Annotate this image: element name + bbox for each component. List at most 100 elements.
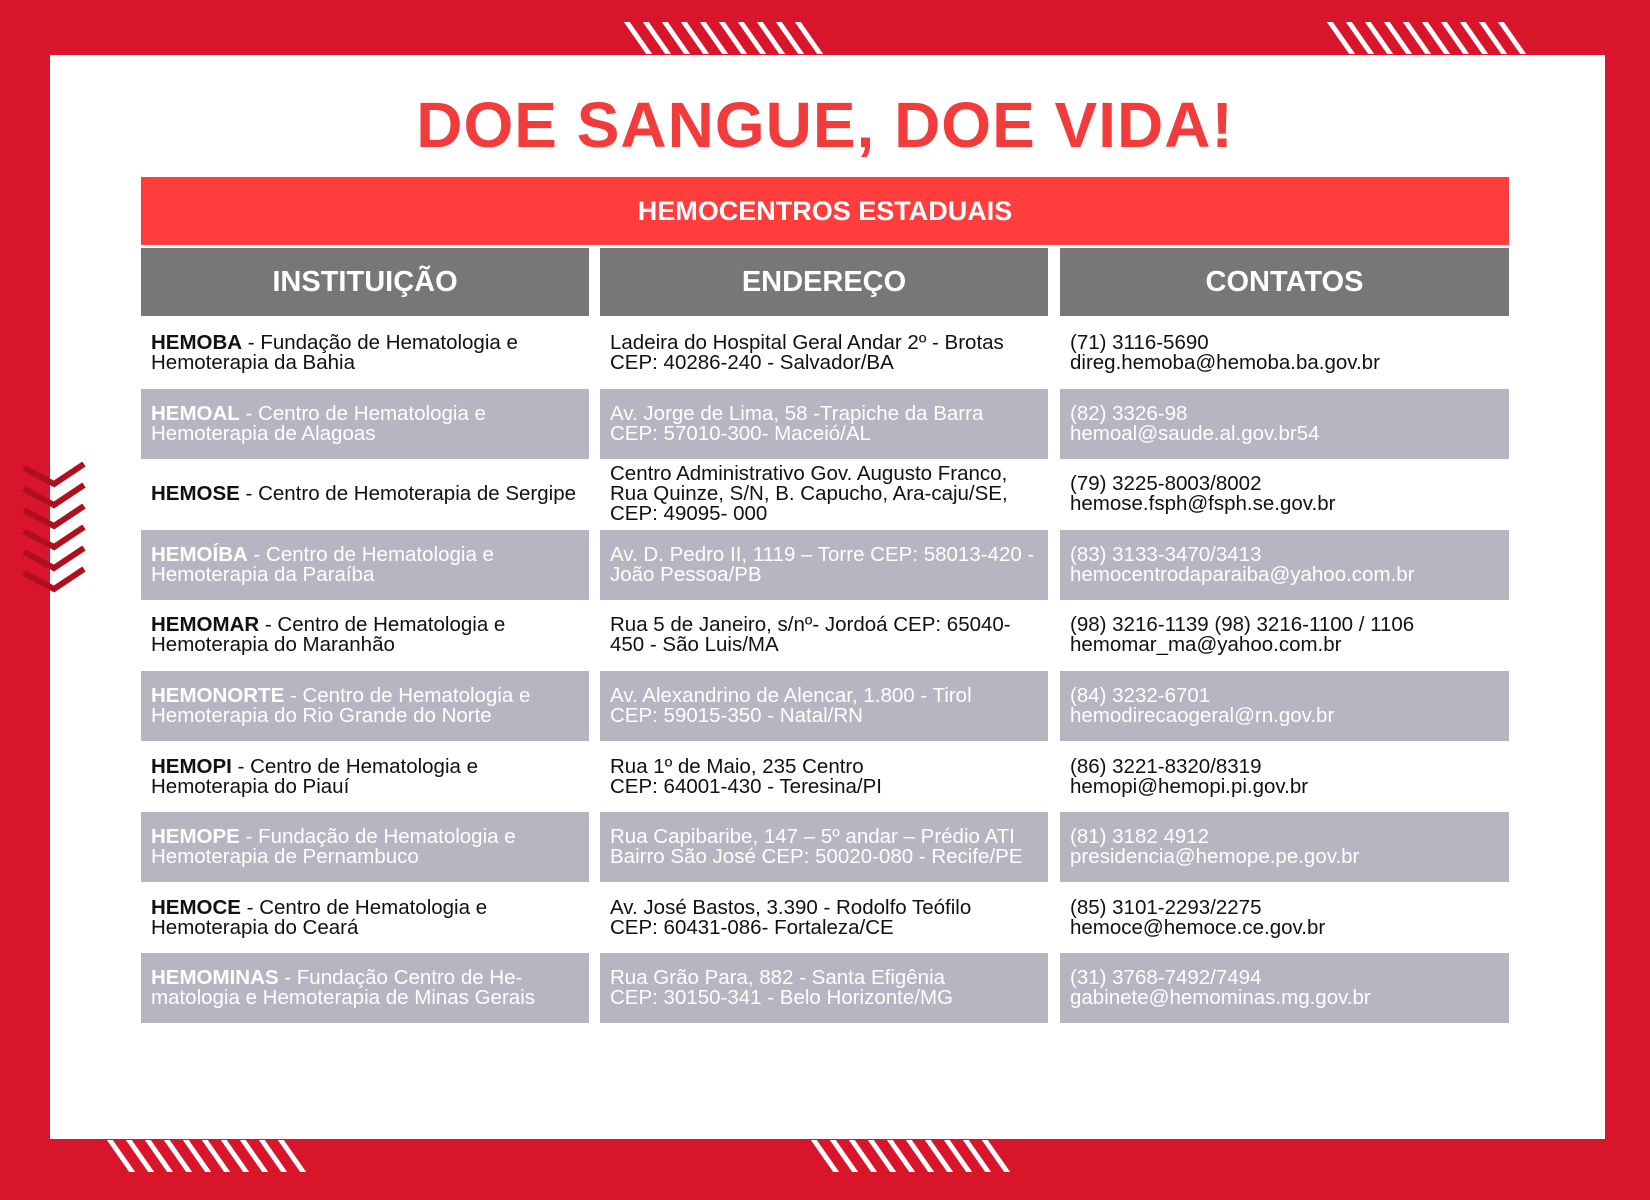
contact-phone: (79) 3225-8003/8002 <box>1070 472 1262 496</box>
contact-email: hemodirecaogeral@rn.gov.br <box>1070 704 1335 727</box>
decorative-chevrons <box>20 461 90 602</box>
contact-phone: (84) 3232-6701 <box>1070 684 1211 707</box>
contacts-cell: (86) 3221-8320/8319 hemopi@hemopi.pi.gov.… <box>1060 742 1509 812</box>
institution-name: - Fundação de Hematologia e Hemoterapia … <box>151 825 516 869</box>
contacts-cell: (81) 3182 4912 presidencia@hemope.pe.gov.… <box>1060 812 1509 883</box>
contact-phone: (31) 3768-7492/7494 <box>1070 966 1262 990</box>
contacts-cell: (71) 3116-5690 direg.hemoba@hemoba.ba.gov… <box>1060 318 1509 388</box>
address-cell: Av. Jorge de Lima, 58 -Trapiche da Barra… <box>600 388 1048 459</box>
institution-cell: HEMOSE - Centro de Hemoterapia de Sergip… <box>141 459 589 529</box>
address-line: CEP: 60431-086- Fortaleza/CE <box>610 915 894 939</box>
institution-text: HEMOPE - Fundação de Hematologia e Hemot… <box>151 825 579 869</box>
institution-name: - Fundação de Hematologia e Hemoterapia … <box>151 331 518 374</box>
institution-name: - Centro de Hemoterapia de Sergipe <box>239 482 577 506</box>
institution-abbr: HEMOBA <box>151 331 243 354</box>
contact-email: hemocentrodaparaiba@yahoo.com.br <box>1070 562 1415 586</box>
address-line: Av. Jorge de Lima, 58 -Trapiche da Barra <box>610 401 984 425</box>
address-line: CEP: 30150-341 - Belo Horizonte/MG <box>610 986 953 1010</box>
address-cell: Ladeira do Hospital Geral Andar 2º - Bro… <box>600 318 1048 388</box>
section-banner: HEMOCENTROS ESTADUAIS <box>141 177 1509 245</box>
contact-phone: (82) 3326-98 <box>1070 401 1188 425</box>
contact-email: presidencia@hemope.pe.gov.br <box>1070 845 1360 869</box>
contacts-cell: (84) 3232-6701 hemodirecaogeral@rn.gov.br <box>1060 671 1509 741</box>
institution-name: - Fundação Centro de He-matologia e Hemo… <box>151 966 535 1010</box>
institution-abbr: HEMOMAR <box>151 613 260 637</box>
contacts-cell: (85) 3101-2293/2275 hemoce@hemoce.ce.gov.… <box>1060 883 1509 953</box>
contacts-cell: (82) 3326-98 hemoal@saude.al.gov.br54 <box>1060 388 1509 459</box>
address-cell: Rua 5 de Janeiro, s/nº- Jordoá CEP: 6504… <box>600 600 1048 670</box>
address-line: CEP: 64001-430 - Teresina/PI <box>610 774 882 798</box>
contact-phone: (86) 3221-8320/8319 <box>1070 754 1262 778</box>
column-header-address: ENDEREÇO <box>600 248 1048 316</box>
institution-abbr: HEMONORTE <box>151 684 285 707</box>
institution-text: HEMOSE - Centro de Hemoterapia de Sergip… <box>151 482 579 506</box>
address-line: Rua Grão Para, 882 - Santa Efigênia <box>610 966 946 990</box>
institution-name: - Centro de Hematologia e Hemoterapia do… <box>151 754 479 798</box>
address-cell: Av. D. Pedro II, 1119 – Torre CEP: 58013… <box>600 529 1048 600</box>
address-line: CEP: 59015-350 - Natal/RN <box>610 704 863 727</box>
address-line: Ladeira do Hospital Geral Andar 2º - Bro… <box>610 331 1004 354</box>
institution-cell: HEMOCE - Centro de Hematologia e Hemoter… <box>141 883 589 953</box>
institution-abbr: HEMOMINAS <box>151 966 279 990</box>
institution-abbr: HEMOAL <box>151 401 240 425</box>
page-title: DOE SANGUE, DOE VIDA! <box>416 89 1234 161</box>
address-line: CEP: 57010-300- Maceió/AL <box>610 421 871 445</box>
institution-text: HEMOAL - Centro de Hematologia e Hemoter… <box>151 401 579 445</box>
contact-email: hemopi@hemopi.pi.gov.br <box>1070 774 1309 798</box>
institution-cell: HEMOPI - Centro de Hematologia e Hemoter… <box>141 742 589 812</box>
contact-phone: (98) 3216-1139 (98) 3216-1100 / 1106 <box>1070 613 1415 637</box>
institution-text: HEMONORTE - Centro de Hematologia e Hemo… <box>151 684 579 727</box>
contact-email: hemoce@hemoce.ce.gov.br <box>1070 915 1326 939</box>
institution-abbr: HEMOPE <box>151 825 240 849</box>
contacts-cell: (83) 3133-3470/3413 hemocentrodaparaiba@y… <box>1060 529 1509 600</box>
institution-text: HEMOPI - Centro de Hematologia e Hemoter… <box>151 754 579 798</box>
contacts-cell: (79) 3225-8003/8002 hemose.fsph@fsph.se.g… <box>1060 459 1509 529</box>
column-header-contacts: CONTATOS <box>1060 248 1509 316</box>
institution-cell: HEMOAL - Centro de Hematologia e Hemoter… <box>141 388 589 459</box>
institution-text: HEMOMAR - Centro de Hematologia e Hemote… <box>151 613 579 657</box>
address-line: Av. José Bastos, 3.390 - Rodolfo Teófilo <box>610 895 972 919</box>
contacts-cell: (31) 3768-7492/7494 gabinete@hemominas.mg… <box>1060 953 1509 1024</box>
contact-phone: (85) 3101-2293/2275 <box>1070 895 1262 919</box>
address-line: Av. D. Pedro II, 1119 – Torre CEP: 58013… <box>610 542 1035 586</box>
institution-text: HEMOMINAS - Fundação Centro de He-matolo… <box>151 966 579 1010</box>
contact-phone: (71) 3116-5690 <box>1070 331 1209 354</box>
address-cell: Rua Capibaribe, 147 – 5º andar – Prédio … <box>600 812 1048 883</box>
institution-name: - Centro de Hematologia e Hemoterapia do… <box>151 684 531 727</box>
address-line: Av. Alexandrino de Alencar, 1.800 - Tiro… <box>610 684 972 707</box>
institution-abbr: HEMOPI <box>151 754 232 778</box>
contact-phone: (83) 3133-3470/3413 <box>1070 542 1262 566</box>
address-line: Centro Administrativo Gov. Augusto Franc… <box>610 462 1008 526</box>
address-line: Rua 1º de Maio, 235 Centro <box>610 754 864 778</box>
institution-cell: HEMOMINAS - Fundação Centro de He-matolo… <box>141 953 589 1024</box>
institution-text: HEMOBA - Fundação de Hematologia e Hemot… <box>151 331 579 374</box>
institution-name: - Centro de Hematologia e Hemoterapia do… <box>151 613 506 657</box>
institution-name: - Centro de Hematologia e Hemoterapia de… <box>151 401 486 445</box>
institution-cell: HEMOBA - Fundação de Hematologia e Hemot… <box>141 318 589 388</box>
institution-cell: HEMOÍBA - Centro de Hematologia e Hemote… <box>141 529 589 600</box>
contact-email: gabinete@hemominas.mg.gov.br <box>1070 986 1371 1010</box>
institution-cell: HEMOPE - Fundação de Hematologia e Hemot… <box>141 812 589 883</box>
contacts-cell: (98) 3216-1139 (98) 3216-1100 / 1106 hemo… <box>1060 600 1509 670</box>
institution-abbr: HEMOÍBA <box>151 542 248 566</box>
institution-text: HEMOÍBA - Centro de Hematologia e Hemote… <box>151 542 579 586</box>
address-cell: Av. José Bastos, 3.390 - Rodolfo Teófilo… <box>600 883 1048 953</box>
contact-email: hemoal@saude.al.gov.br54 <box>1070 421 1320 445</box>
address-line: Rua 5 de Janeiro, s/nº- Jordoá CEP: 6504… <box>610 613 1011 657</box>
column-header-institution: INSTITUIÇÃO <box>141 248 589 316</box>
institution-abbr: HEMOSE <box>151 482 240 506</box>
institution-name: - Centro de Hematologia e Hemoterapia do… <box>151 895 488 939</box>
institution-name: - Centro de Hematologia e Hemoterapia da… <box>151 542 494 586</box>
contact-email: hemose.fsph@fsph.se.gov.br <box>1070 492 1336 516</box>
address-line: Rua Capibaribe, 147 – 5º andar – Prédio … <box>610 825 1023 869</box>
address-cell: Rua 1º de Maio, 235 Centro CEP: 64001-430… <box>600 742 1048 812</box>
institution-text: HEMOCE - Centro de Hematologia e Hemoter… <box>151 895 579 939</box>
address-cell: Av. Alexandrino de Alencar, 1.800 - Tiro… <box>600 671 1048 741</box>
contact-phone: (81) 3182 4912 <box>1070 825 1210 849</box>
address-line: CEP: 40286-240 - Salvador/BA <box>610 351 894 374</box>
address-cell: Centro Administrativo Gov. Augusto Franc… <box>600 459 1048 529</box>
institution-cell: HEMONORTE - Centro de Hematologia e Hemo… <box>141 671 589 741</box>
institution-cell: HEMOMAR - Centro de Hematologia e Hemote… <box>141 600 589 670</box>
address-cell: Rua Grão Para, 882 - Santa Efigênia CEP: … <box>600 953 1048 1024</box>
contact-email: hemomar_ma@yahoo.com.br <box>1070 633 1342 657</box>
